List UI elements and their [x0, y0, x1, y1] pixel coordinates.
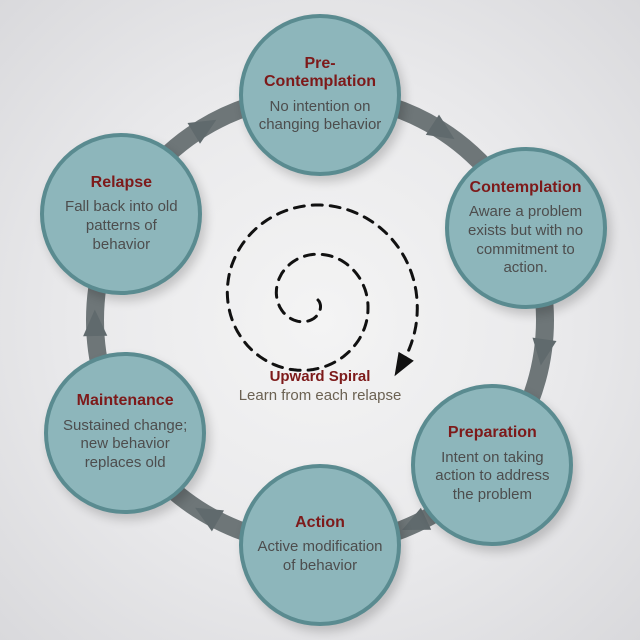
stage-desc: No intention on changing behavior	[257, 98, 383, 136]
stage-relapse: Relapse Fall back into old patterns of be…	[40, 133, 202, 295]
stage-pre-contemplation: Pre-Contemplation No intention on changin…	[239, 14, 401, 176]
stage-desc: Intent on taking action to address the p…	[429, 449, 555, 505]
diagram-stage: Pre-Contemplation No intention on changin…	[0, 0, 640, 640]
center-label: Upward Spiral Learn from each relapse	[210, 368, 430, 404]
stage-title: Contemplation	[470, 179, 582, 197]
stage-contemplation: Contemplation Aware a problem exists but …	[445, 147, 607, 309]
stage-desc: Active modification of behavior	[257, 538, 383, 576]
stage-maintenance: Maintenance Sustained change; new behavio…	[44, 352, 206, 514]
center-title: Upward Spiral	[210, 368, 430, 385]
stage-desc: Fall back into old patterns of behavior	[58, 198, 184, 254]
stage-title: Action	[295, 514, 345, 532]
stage-title: Relapse	[91, 174, 152, 192]
center-desc: Learn from each relapse	[210, 387, 430, 404]
stage-action: Action Active modification of behavior	[239, 464, 401, 626]
stage-desc: Sustained change; new behavior replaces …	[62, 417, 188, 473]
stage-desc: Aware a problem exists but with no commi…	[463, 203, 589, 278]
stage-title: Pre-Contemplation	[257, 55, 383, 92]
stage-preparation: Preparation Intent on taking action to ad…	[411, 384, 573, 546]
stage-title: Maintenance	[77, 392, 174, 410]
stage-title: Preparation	[448, 424, 537, 442]
